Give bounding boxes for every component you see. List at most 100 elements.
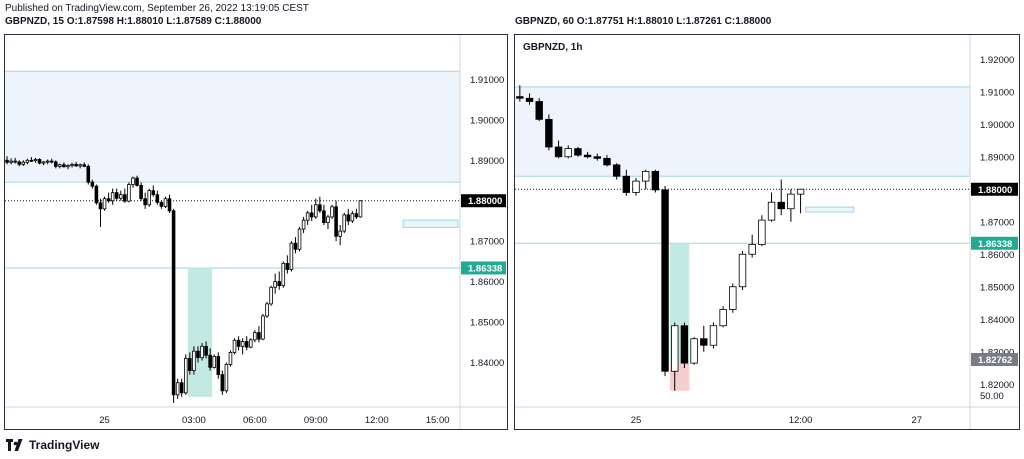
y-tick-label: 1.86000: [980, 250, 1014, 261]
candle-up: [21, 161, 26, 165]
price-tag-label: 1.88000: [468, 196, 502, 207]
candle-up: [301, 219, 306, 230]
candle-down: [208, 354, 212, 368]
tradingview-brand: TradingView: [29, 438, 100, 452]
candlestick-chart-1h[interactable]: 1.82000 1.83000 1.84000 1.85000 1.86000 1.870…: [515, 35, 1019, 429]
candle-up: [338, 230, 342, 237]
candle-up: [671, 325, 679, 372]
candle-down: [167, 198, 172, 212]
resistance-zone: [515, 86, 970, 177]
candle-up: [719, 309, 727, 327]
candle-up: [787, 193, 795, 210]
candle-up: [709, 325, 718, 346]
open-label: O:: [66, 16, 78, 27]
candle-down: [651, 170, 660, 191]
close-value: 1.88000: [225, 16, 262, 27]
low-label: L:: [166, 16, 176, 27]
y-tick-label: 1.82000: [980, 380, 1014, 391]
candle-up: [102, 198, 107, 210]
open-value: 1.87598: [77, 16, 114, 27]
y-tick-label: 1.86000: [470, 277, 504, 288]
candle-up: [45, 160, 50, 163]
price-tag-label: 1.86338: [978, 239, 1012, 250]
footer: TradingView: [6, 437, 99, 453]
tradingview-logo-icon: [6, 439, 23, 451]
price-tag-bg: [461, 261, 506, 275]
candle-down: [354, 213, 359, 218]
y-tick-label: 1.84000: [980, 315, 1014, 326]
y-tick-label: 1.90000: [470, 115, 504, 126]
candle-down: [74, 163, 78, 167]
y-tick-label: 1.87000: [470, 237, 504, 248]
candle-down: [535, 101, 543, 120]
candle-down: [661, 189, 669, 372]
x-tick-label: 03:00: [182, 415, 206, 426]
candle-up: [632, 180, 640, 193]
candle-up: [326, 216, 330, 223]
candle-down: [90, 181, 95, 187]
candle-down: [54, 161, 58, 167]
y-tick-label: 1.91000: [980, 87, 1014, 98]
candle-up: [265, 303, 269, 317]
chart-panel-1h[interactable]: 1.82000 1.83000 1.84000 1.85000 1.86000 1.870…: [514, 34, 1020, 430]
candle-up: [232, 339, 237, 353]
candle-up: [163, 198, 168, 207]
close-label: C:: [214, 16, 226, 27]
candle-up: [642, 170, 650, 182]
candle-down: [334, 206, 338, 237]
candlestick-chart-15m[interactable]: 1.84000 1.85000 1.86000 1.87000 1.88000 1.890…: [5, 35, 507, 429]
candle-down: [293, 242, 298, 250]
entry-box: [804, 206, 855, 213]
y-tick-label: 1.89000: [980, 152, 1014, 163]
price-tag-label: 1.82762: [978, 355, 1012, 366]
candle-down: [554, 146, 563, 158]
close-value: 1.88000: [735, 16, 772, 27]
candle-down: [106, 198, 111, 202]
candle-up: [796, 188, 805, 195]
candle-up: [131, 177, 135, 185]
candle-up: [289, 242, 294, 270]
candle-down: [37, 159, 42, 164]
candle-up: [66, 165, 70, 168]
candle-down: [236, 339, 241, 347]
candle-down: [179, 382, 184, 394]
price-tag-bg: [461, 194, 506, 208]
y-tick-label: 1.84000: [470, 358, 504, 369]
candle-down: [612, 164, 621, 177]
chart-panel-15m[interactable]: 1.84000 1.85000 1.86000 1.87000 1.88000 1.890…: [4, 34, 508, 430]
high-value: 1.88010: [127, 16, 164, 27]
y-tick-label: 1.90000: [980, 120, 1014, 131]
candle-down: [583, 154, 592, 158]
interval-label: GBPNZD, 1h: [523, 42, 583, 53]
candle-down: [516, 96, 524, 99]
candle-up: [212, 356, 216, 368]
candle-down: [159, 201, 164, 207]
candle-up: [240, 341, 245, 347]
candle-down: [82, 164, 87, 167]
candle-up: [297, 228, 302, 250]
price-tag-bg: [971, 236, 1018, 250]
candle-up: [228, 351, 233, 365]
high-label: H:: [626, 16, 638, 27]
candle-up: [183, 358, 188, 394]
y-tick-label: 1.89000: [470, 156, 504, 167]
candle-down: [257, 332, 261, 340]
candle-up: [25, 159, 30, 163]
candle-down: [277, 281, 281, 287]
candle-down: [318, 204, 322, 212]
x-tick-label: 06:00: [243, 415, 267, 426]
ohlc-header-right: GBPNZD, 60 O:1.87751 H:1.88010 L:1.87261…: [515, 16, 771, 27]
x-tick-label: 15:00: [426, 415, 450, 426]
candle-down: [285, 263, 290, 270]
low-label: L:: [676, 16, 686, 27]
candle-down: [86, 165, 91, 183]
candle-down: [139, 184, 143, 200]
candle-up: [9, 160, 13, 163]
candle-up: [200, 345, 204, 359]
y-tick-label: 1.92000: [980, 55, 1014, 66]
entry-box: [402, 219, 459, 228]
demand-box: [187, 267, 213, 397]
candle-down: [574, 148, 582, 156]
x-tick-label: 09:00: [304, 415, 328, 426]
price-tag-bg: [971, 352, 1018, 366]
